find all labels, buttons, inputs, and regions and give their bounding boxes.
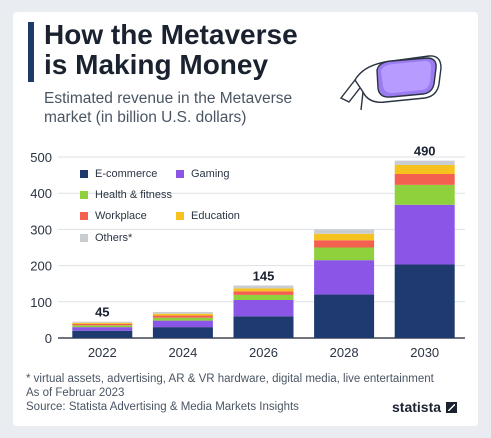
brand-name: statista — [392, 399, 442, 415]
total-label-2022: 45 — [95, 305, 109, 320]
legend-item-gaming: Gaming — [176, 168, 230, 180]
y-tick-label: 200 — [30, 259, 52, 274]
legend-label: Health & fitness — [95, 189, 173, 201]
statista-logo: statista — [392, 399, 458, 415]
bar-e-commerce-2028 — [314, 294, 375, 338]
total-label-2030: 490 — [414, 144, 436, 159]
bar-education-2022 — [72, 322, 133, 324]
title-line-1: How the Metaverse — [44, 19, 298, 50]
bar-workplace-2030 — [394, 174, 455, 185]
y-axis-ticks: 0 100 200 300 400 500 — [30, 150, 52, 346]
bar-gaming-2026 — [233, 299, 294, 317]
bar-others-2028 — [314, 229, 375, 234]
footnote-date: As of Februar 2023 — [26, 387, 125, 399]
bar-health-fitness-2024 — [152, 317, 213, 321]
legend-swatch — [176, 170, 184, 178]
bars — [72, 160, 455, 338]
y-tick-label: 400 — [30, 186, 52, 201]
legend-item-others: Others* — [80, 232, 132, 244]
legend-item-e-commerce: E-commerce — [80, 168, 157, 180]
footnote-note: * virtual assets, advertising, AR & VR h… — [26, 373, 434, 385]
stacked-bar-chart: 0 100 200 300 400 500 2022 2024 2026 2028 2030 45… — [30, 144, 465, 360]
bar-health-fitness-2030 — [394, 184, 455, 205]
legend-item-workplace: Workplace — [80, 210, 147, 222]
bar-health-fitness-2022 — [72, 325, 133, 328]
legend-label: Education — [191, 210, 240, 222]
bar-gaming-2022 — [72, 327, 133, 331]
y-tick-label: 500 — [30, 150, 52, 165]
y-tick-label: 0 — [45, 331, 52, 346]
chart-subtitle: Estimated revenue in the Metaverse marke… — [44, 90, 293, 126]
bar-others-2024 — [152, 311, 213, 314]
bar-e-commerce-2022 — [72, 330, 133, 338]
legend-swatch — [80, 234, 88, 242]
bar-gaming-2024 — [152, 320, 213, 328]
bar-gaming-2028 — [314, 260, 375, 295]
bar-workplace-2026 — [233, 291, 294, 295]
total-label-2026: 145 — [253, 269, 275, 284]
x-tick-label: 2026 — [249, 345, 278, 360]
bar-health-fitness-2028 — [314, 247, 375, 261]
bar-others-2030 — [394, 160, 455, 165]
statista-mark-icon — [446, 401, 458, 413]
legend-swatch — [80, 170, 88, 178]
chart-title: How the Metaverse is Making Money — [44, 20, 298, 80]
legend-swatch — [80, 212, 88, 220]
footnote-source: Source: Statista Advertising & Media Mar… — [26, 401, 299, 413]
bar-gaming-2030 — [394, 204, 455, 265]
bar-e-commerce-2030 — [394, 264, 455, 338]
legend-swatch — [80, 191, 88, 199]
x-tick-label: 2022 — [88, 345, 117, 360]
bar-e-commerce-2026 — [233, 316, 294, 338]
bar-others-2026 — [233, 285, 294, 289]
legend-swatch — [176, 212, 184, 220]
footnote: * virtual assets, advertising, AR & VR h… — [26, 372, 434, 414]
y-tick-label: 300 — [30, 222, 52, 237]
title-accent-bar — [28, 22, 34, 82]
bar-education-2030 — [394, 164, 455, 175]
bar-workplace-2024 — [152, 315, 213, 318]
bar-education-2028 — [314, 233, 375, 241]
title-line-2: is Making Money — [44, 49, 269, 80]
y-tick-label: 100 — [30, 295, 52, 310]
legend-item-education: Education — [176, 210, 240, 222]
bar-e-commerce-2024 — [152, 327, 213, 338]
bar-education-2024 — [152, 313, 213, 316]
bar-workplace-2028 — [314, 240, 375, 248]
x-axis-ticks: 2022 2024 2026 2028 2030 — [88, 345, 439, 360]
legend-item-health-fitness: Health & fitness — [80, 189, 172, 201]
x-tick-label: 2030 — [410, 345, 439, 360]
bar-education-2026 — [233, 288, 294, 292]
legend-label: Workplace — [95, 210, 147, 222]
bar-health-fitness-2026 — [233, 294, 294, 300]
vr-headset-icon — [339, 55, 442, 111]
total-labels: 45 145 490 — [95, 144, 435, 320]
legend-label: E-commerce — [95, 168, 158, 180]
x-tick-label: 2024 — [168, 345, 197, 360]
bar-workplace-2022 — [72, 323, 133, 326]
legend-label: Others* — [95, 232, 133, 244]
bar-others-2022 — [72, 321, 133, 323]
x-tick-label: 2028 — [330, 345, 359, 360]
legend-label: Gaming — [191, 168, 230, 180]
